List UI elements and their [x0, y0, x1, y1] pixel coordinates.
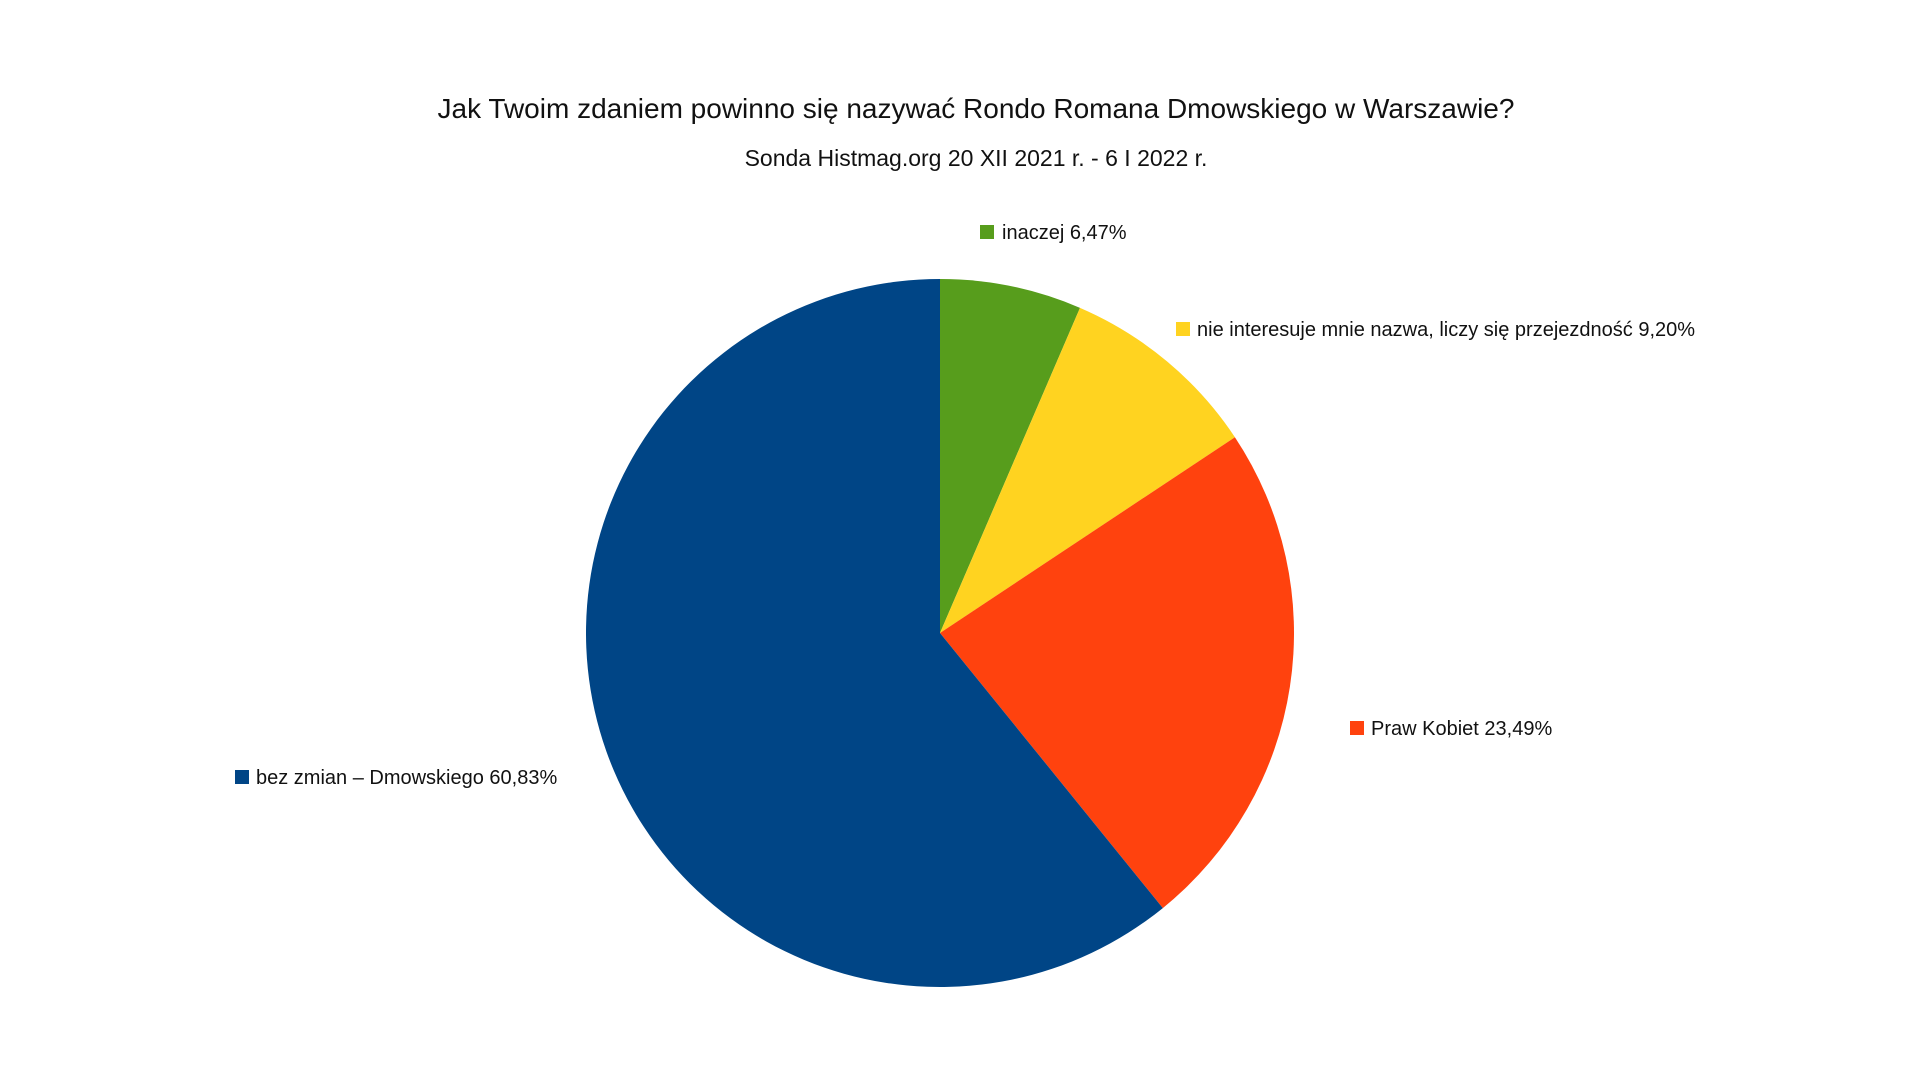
pie-slice-inaczej [940, 279, 1080, 633]
pie-slice-przejezdnosc [940, 307, 1235, 633]
legend-marker-bez-zmian [235, 770, 249, 784]
slice-label-przejezdnosc: nie interesuje mnie nazwa, liczy się prz… [1197, 319, 1695, 341]
pie-slice-praw-kobiet [940, 437, 1294, 909]
chart-title: Jak Twoim zdaniem powinno się nazywać Ro… [438, 93, 1515, 124]
legend-marker-przejezdnosc [1176, 322, 1190, 336]
pie-slice-bez-zmian [586, 279, 1163, 987]
slice-label-group-2: Praw Kobiet 23,49% [1350, 718, 1552, 740]
legend-marker-inaczej [980, 225, 994, 239]
slice-label-group-0: inaczej 6,47% [980, 222, 1127, 244]
chart-subtitle: Sonda Histmag.org 20 XII 2021 r. - 6 I 2… [745, 145, 1208, 171]
slice-label-group-3: bez zmian – Dmowskiego 60,83% [235, 767, 557, 789]
slice-label-group-1: nie interesuje mnie nazwa, liczy się prz… [1176, 319, 1695, 341]
legend-marker-praw-kobiet [1350, 721, 1364, 735]
slice-label-inaczej: inaczej 6,47% [1002, 222, 1127, 244]
slice-label-bez-zmian: bez zmian – Dmowskiego 60,83% [256, 767, 557, 789]
slice-label-praw-kobiet: Praw Kobiet 23,49% [1371, 718, 1552, 740]
pie-slices [586, 279, 1294, 987]
